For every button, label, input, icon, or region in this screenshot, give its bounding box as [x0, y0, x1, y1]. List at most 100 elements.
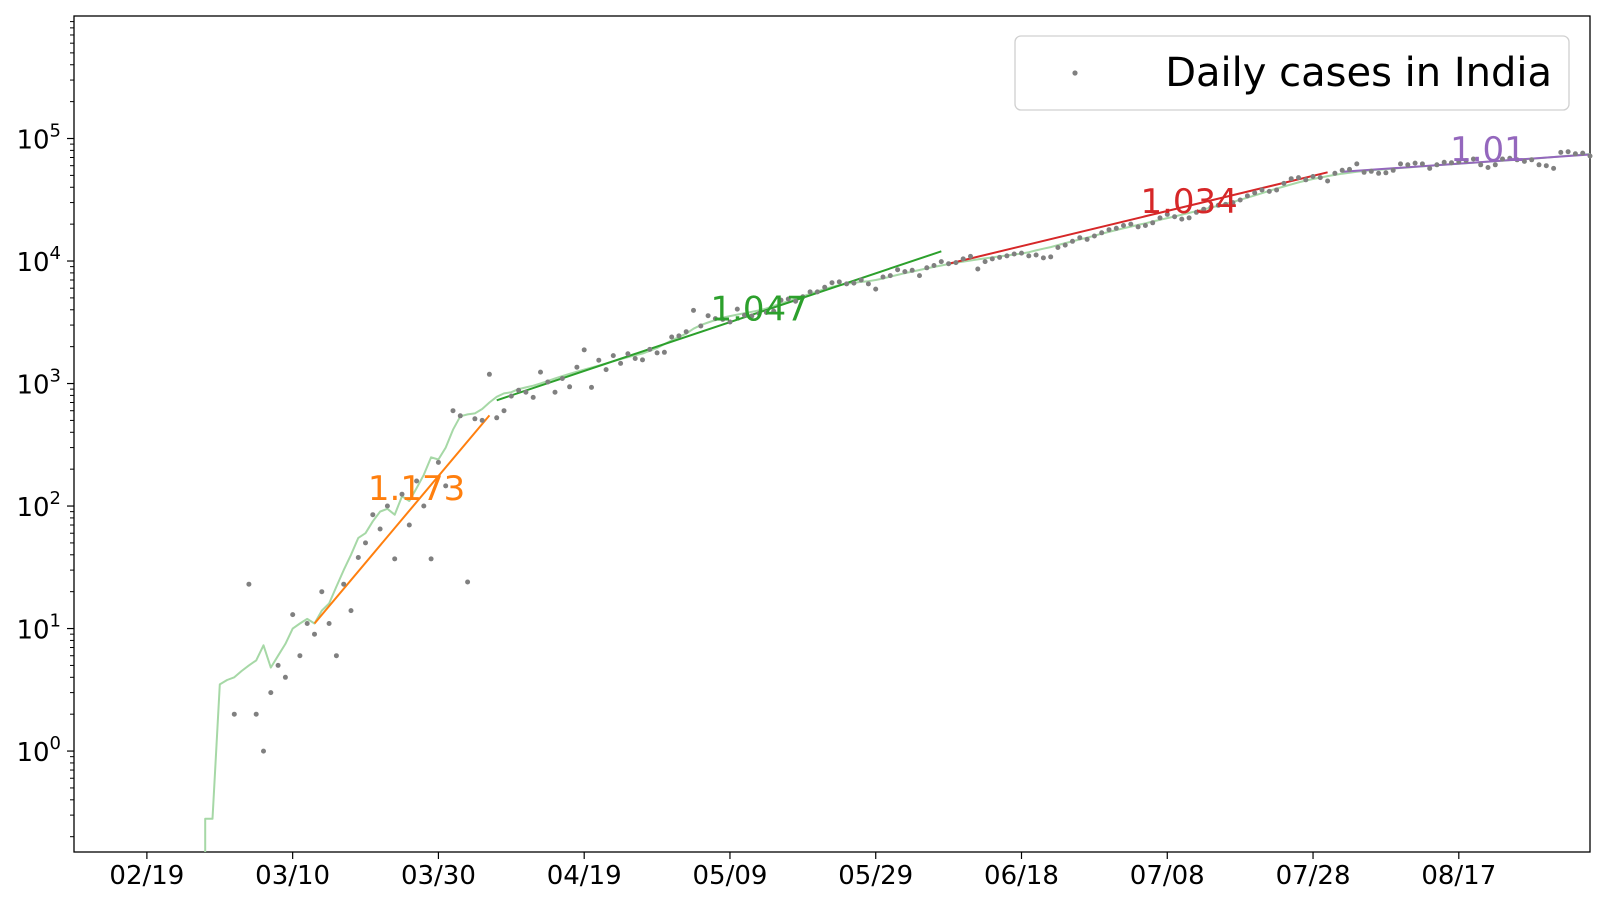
- data-point: [1011, 251, 1017, 257]
- data-point: [1456, 159, 1462, 165]
- fit-labels: 1.173 1.047 1.034 1.01: [368, 130, 1526, 509]
- data-point: [749, 313, 755, 319]
- data-point: [1193, 209, 1199, 215]
- fit-line: [496, 250, 942, 402]
- data-point: [282, 674, 288, 680]
- data-point: [1398, 161, 1403, 167]
- data-point: [1449, 160, 1454, 166]
- x-tick-label: 05/29: [838, 861, 913, 891]
- x-tick-label: 07/08: [1130, 861, 1205, 891]
- y-tick-label: 103: [16, 366, 61, 401]
- data-point: [1478, 162, 1484, 168]
- data-point: [654, 350, 660, 356]
- data-point: [785, 296, 791, 302]
- data-point: [763, 310, 769, 315]
- data-point: [596, 357, 602, 363]
- data-point: [1033, 252, 1039, 258]
- data-point: [1266, 188, 1272, 194]
- x-tick-label: 06/18: [984, 861, 1059, 891]
- data-point: [465, 579, 471, 585]
- data-point: [297, 653, 303, 659]
- data-point: [1084, 236, 1090, 242]
- data-point: [516, 387, 522, 393]
- data-point: [873, 286, 879, 292]
- data-point: [246, 581, 252, 587]
- data-point: [450, 408, 456, 414]
- data-point: [414, 478, 420, 484]
- data-point: [1121, 223, 1126, 228]
- data-point: [1040, 255, 1046, 261]
- data-point: [1514, 157, 1520, 163]
- data-point: [698, 323, 704, 329]
- data-point: [1580, 150, 1586, 156]
- data-point: [610, 353, 616, 359]
- data-point: [312, 631, 317, 637]
- data-point: [909, 267, 915, 273]
- data-point: [581, 347, 587, 353]
- data-point: [421, 503, 427, 509]
- data-point: [712, 316, 718, 322]
- y-tick-label: 100: [16, 733, 61, 768]
- data-point: [640, 357, 645, 363]
- data-point: [472, 416, 478, 422]
- data-point: [1172, 214, 1178, 220]
- data-point: [326, 621, 332, 626]
- data-point: [1529, 157, 1535, 163]
- data-point: [1441, 159, 1447, 165]
- data-point: [1390, 167, 1396, 173]
- data-point: [632, 356, 638, 361]
- fit-line: [313, 414, 491, 625]
- data-point: [1048, 254, 1054, 260]
- y-tick-label: 102: [16, 488, 61, 523]
- data-point: [1325, 178, 1331, 184]
- data-point: [1376, 170, 1382, 176]
- data-point: [1091, 233, 1097, 239]
- data-point: [858, 277, 864, 283]
- data-point: [1361, 169, 1367, 175]
- x-tick-label: 03/10: [255, 861, 330, 891]
- data-point: [501, 408, 507, 414]
- data-point: [333, 653, 339, 659]
- y-minor-ticks: [70, 21, 74, 838]
- data-point: [661, 349, 667, 355]
- y-tick-label: 101: [16, 611, 61, 646]
- data-point: [1237, 197, 1243, 203]
- x-tick-label: 04/19: [547, 861, 622, 891]
- data-point: [545, 379, 551, 385]
- data-point: [1150, 220, 1156, 226]
- data-point: [1252, 190, 1258, 196]
- data-point: [1427, 165, 1433, 171]
- data-point: [618, 360, 624, 366]
- data-point: [1026, 253, 1032, 259]
- data-point: [1412, 160, 1418, 166]
- data-point: [938, 259, 944, 265]
- y-tick-exponent: 4: [50, 243, 61, 264]
- data-point: [435, 459, 441, 465]
- x-tick-label: 08/17: [1421, 861, 1496, 891]
- data-point: [1135, 224, 1141, 230]
- data-point: [778, 297, 784, 303]
- data-point: [275, 662, 281, 668]
- data-point: [1157, 215, 1163, 221]
- data-point: [1288, 176, 1294, 182]
- fit-lines: [313, 153, 1591, 625]
- data-point: [1062, 242, 1068, 248]
- data-point: [1434, 162, 1440, 168]
- data-point: [975, 266, 981, 272]
- data-point: [253, 711, 259, 717]
- y-tick-exponent: 3: [50, 366, 61, 387]
- data-point: [647, 346, 653, 352]
- data-point: [1208, 204, 1214, 210]
- data-point: [1463, 158, 1469, 164]
- data-point: [1077, 235, 1083, 241]
- y-tick-base: 10: [16, 371, 49, 401]
- data-point: [1303, 177, 1309, 183]
- data-point: [1558, 149, 1564, 155]
- data-point: [479, 417, 485, 423]
- data-point: [1186, 215, 1192, 221]
- data-point: [589, 384, 594, 390]
- legend: Daily cases in India: [1014, 35, 1570, 111]
- data-point: [822, 284, 828, 290]
- data-point: [355, 555, 361, 560]
